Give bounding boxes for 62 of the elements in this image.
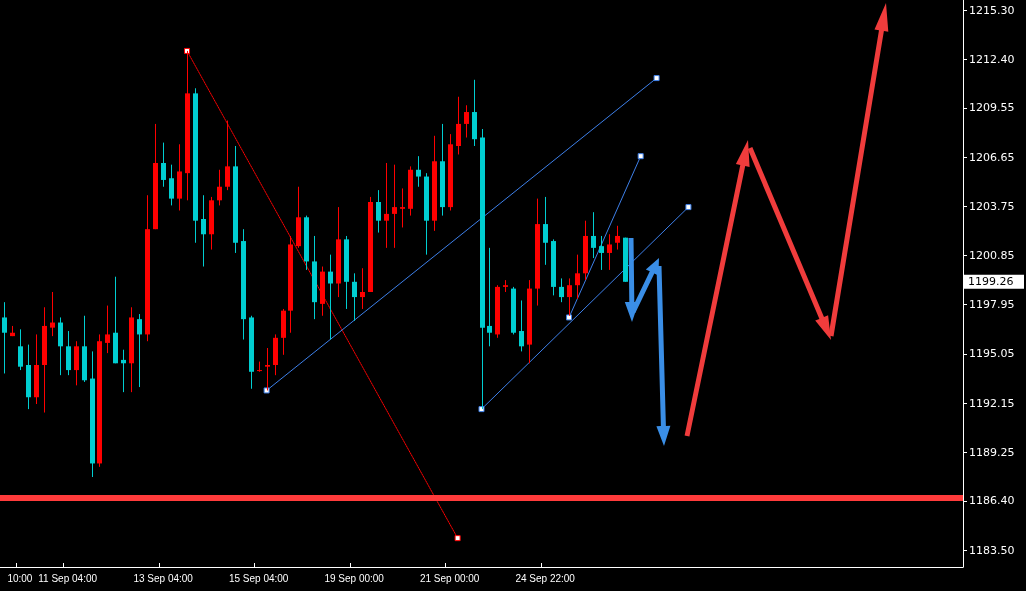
candlestick xyxy=(519,299,524,352)
candlestick xyxy=(615,225,620,251)
candlestick xyxy=(2,301,7,374)
y-tick-label: 1186.40 xyxy=(969,494,1015,508)
point xyxy=(454,535,461,542)
point xyxy=(263,387,270,394)
y-tick-label: 1197.95 xyxy=(969,298,1015,312)
y-tick-label: 1200.85 xyxy=(969,248,1015,262)
y-tick-label: 1215.30 xyxy=(969,3,1015,17)
candlestick xyxy=(18,328,23,371)
candlestick xyxy=(464,104,469,139)
candlestick xyxy=(169,164,174,206)
candlestick xyxy=(257,361,262,373)
point xyxy=(184,47,191,54)
y-tick-label: 1183.50 xyxy=(969,543,1015,557)
candlestick xyxy=(105,305,110,354)
candlestick xyxy=(575,254,580,300)
candlestick xyxy=(384,162,389,249)
candlestick xyxy=(559,277,564,303)
candlestick xyxy=(58,316,63,376)
candlestick xyxy=(74,340,79,386)
candlestick xyxy=(591,211,596,259)
y-tick-label: 1203.75 xyxy=(969,199,1015,213)
candlestick xyxy=(416,155,421,188)
x-tick-label: 10:00 xyxy=(7,572,33,584)
x-tick-label: 13 Sep 04:00 xyxy=(133,572,194,584)
candlestick xyxy=(328,254,333,341)
y-tick-label: 1192.15 xyxy=(969,396,1015,410)
candlestick xyxy=(487,247,492,347)
candlestick xyxy=(137,313,142,388)
candlestick xyxy=(376,189,381,234)
candlestick xyxy=(352,272,357,322)
point xyxy=(566,314,573,321)
candlestick xyxy=(161,142,166,188)
point xyxy=(685,204,692,211)
candlestick xyxy=(66,330,71,376)
candlestick xyxy=(265,347,270,391)
candlestick xyxy=(50,291,55,337)
x-tick-label: 21 Sep 00:00 xyxy=(419,572,480,584)
y-tick-label: 1212.40 xyxy=(969,52,1015,66)
candlestick xyxy=(201,194,206,268)
y-tick-label: 1195.05 xyxy=(969,347,1015,361)
candlestick xyxy=(599,235,604,271)
x-tick-label: 19 Sep 00:00 xyxy=(324,572,385,584)
point xyxy=(478,406,485,413)
x-tick-label: 24 Sep 22:00 xyxy=(515,572,576,584)
candlestick xyxy=(225,120,230,191)
y-tick-label: 1209.55 xyxy=(969,101,1015,115)
candlestick xyxy=(543,196,548,266)
y-tick-label: 1189.25 xyxy=(969,445,1015,459)
y-tick-label: 1206.65 xyxy=(969,150,1015,164)
candlestick xyxy=(456,96,461,155)
x-tick-label: 11 Sep 04:00 xyxy=(38,572,98,584)
candlestick xyxy=(400,187,405,228)
x-tick-label: 15 Sep 04:00 xyxy=(228,572,289,584)
candlestick xyxy=(360,267,365,310)
candlestick xyxy=(217,169,222,206)
point xyxy=(637,153,644,160)
candlestick xyxy=(607,233,612,271)
candlestick xyxy=(392,164,397,249)
point xyxy=(653,75,660,82)
text: 1199.26 xyxy=(968,275,1014,289)
